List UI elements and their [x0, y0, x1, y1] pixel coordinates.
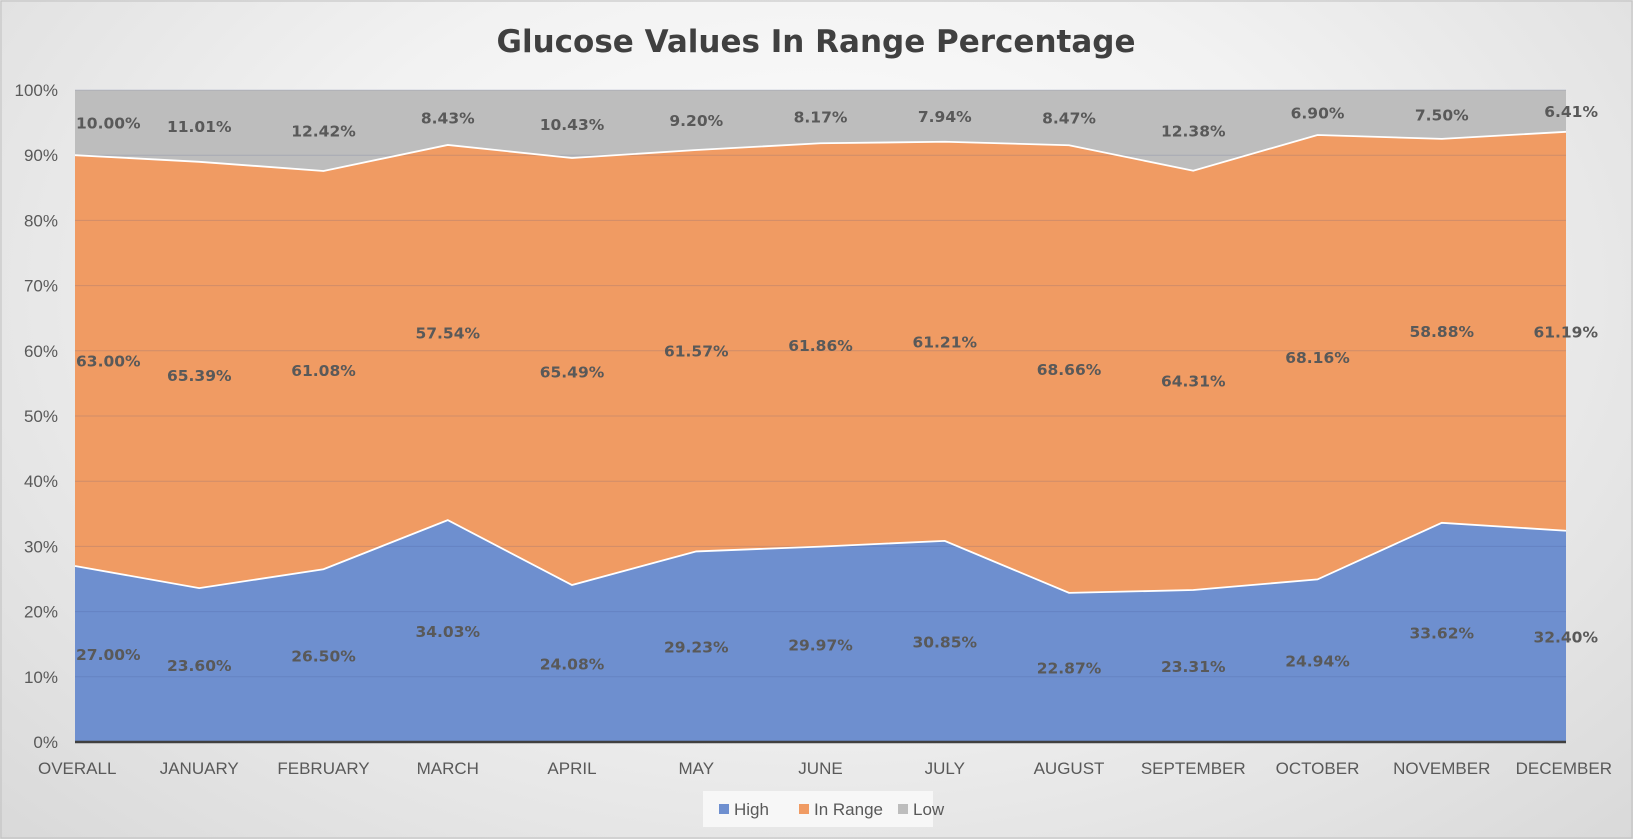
x-tick-label: JANUARY [160, 759, 239, 778]
area-in-range [75, 131, 1566, 593]
x-tick-label: NOVEMBER [1393, 759, 1490, 778]
legend-swatch-low [898, 804, 908, 814]
data-label: 68.16% [1285, 349, 1350, 367]
data-label: 29.23% [664, 639, 729, 657]
data-label: 11.01% [167, 118, 232, 136]
y-tick-label: 60% [24, 342, 58, 361]
area-high [75, 520, 1566, 742]
legend: High In Range Low [703, 791, 945, 827]
data-label: 30.85% [912, 633, 977, 651]
data-label: 7.50% [1415, 106, 1469, 124]
legend-swatch-in-range [799, 804, 809, 814]
x-tick-label: MAY [678, 759, 714, 778]
y-tick-label: 0% [33, 733, 58, 752]
area-low [75, 90, 1566, 171]
data-label: 33.62% [1409, 624, 1474, 642]
x-tick-label: OVERALL [38, 759, 116, 778]
data-label: 12.38% [1161, 122, 1226, 140]
data-label: 65.49% [540, 364, 605, 382]
legend-label-low: Low [913, 800, 945, 819]
data-label: 22.87% [1037, 659, 1102, 677]
data-label: 12.42% [291, 122, 356, 140]
series-line-in-range [74, 130, 1567, 172]
data-label: 29.97% [788, 636, 853, 654]
data-label: 57.54% [415, 325, 480, 343]
data-label: 24.08% [540, 655, 605, 673]
chart-title: Glucose Values In Range Percentage [497, 24, 1136, 60]
y-tick-label: 70% [24, 277, 58, 296]
y-tick-label: 80% [24, 211, 58, 230]
data-label: 65.39% [167, 367, 232, 385]
plot-area: 0% 10% 20% 30% 40% 50% 60% 70% 80% 90% 100% OVERALL… [15, 81, 1612, 778]
legend-box [703, 791, 933, 827]
data-label: 10.00% [76, 115, 141, 133]
data-label: 34.03% [415, 623, 480, 641]
data-label: 58.88% [1409, 323, 1474, 341]
data-label: 10.43% [540, 116, 605, 134]
data-label: 61.57% [664, 343, 729, 361]
data-label: 23.60% [167, 657, 232, 675]
data-label: 68.66% [1037, 361, 1102, 379]
data-label: 6.41% [1544, 103, 1598, 121]
y-tick-label: 10% [24, 668, 58, 687]
y-tick-label: 90% [24, 146, 58, 165]
legend-label-high: High [734, 800, 769, 819]
data-label: 61.19% [1533, 323, 1598, 341]
x-tick-label: FEBRUARY [277, 759, 369, 778]
data-label: 8.17% [794, 109, 848, 127]
y-tick-label: 40% [24, 472, 58, 491]
data-label: 61.86% [788, 337, 853, 355]
data-label: 7.94% [918, 108, 972, 126]
data-label: 63.00% [76, 353, 141, 371]
x-tick-label: JULY [925, 759, 965, 778]
x-tick-label: OCTOBER [1276, 759, 1360, 778]
data-label: 26.50% [291, 648, 356, 666]
data-label: 6.90% [1291, 104, 1345, 122]
x-tick-label: AUGUST [1034, 759, 1105, 778]
data-label: 61.08% [291, 362, 356, 380]
y-tick-label: 100% [15, 81, 58, 100]
data-label: 27.00% [76, 646, 141, 664]
y-tick-label: 20% [24, 603, 58, 622]
y-tick-label: 50% [24, 407, 58, 426]
data-label: 32.40% [1533, 628, 1598, 646]
x-tick-label: MARCH [417, 759, 479, 778]
data-label: 61.21% [912, 333, 977, 351]
legend-label-in-range: In Range [814, 800, 883, 819]
data-label: 9.20% [669, 112, 723, 130]
legend-swatch-high [719, 804, 729, 814]
x-tick-label: SEPTEMBER [1141, 759, 1246, 778]
y-tick-label: 30% [24, 537, 58, 556]
series-line-high [74, 519, 1567, 594]
x-tick-label: JUNE [798, 759, 842, 778]
data-label: 8.43% [421, 109, 475, 127]
x-tick-label: DECEMBER [1516, 759, 1612, 778]
data-label: 8.47% [1042, 110, 1096, 128]
data-label: 24.94% [1285, 653, 1350, 671]
x-tick-label: APRIL [547, 759, 596, 778]
data-label: 64.31% [1161, 372, 1226, 390]
data-label: 23.31% [1161, 658, 1226, 676]
